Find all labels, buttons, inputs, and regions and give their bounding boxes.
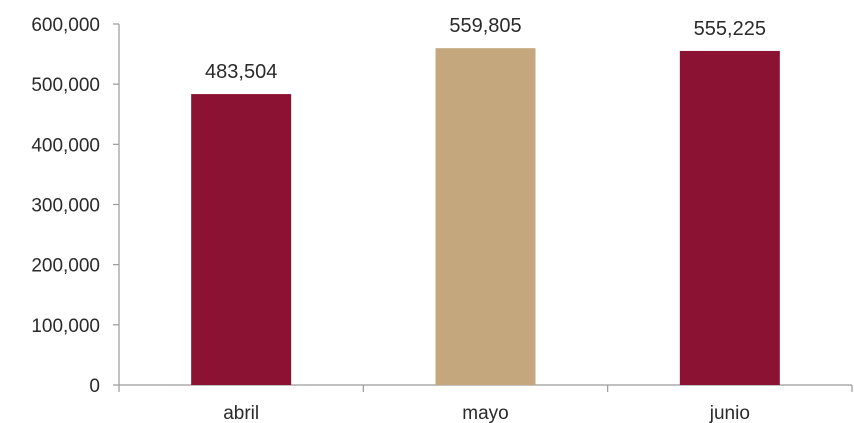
y-tick-label: 400,000 [31,135,100,156]
bar-abril [191,94,292,385]
y-tick-label: 0 [89,376,100,397]
bar-mayo [435,48,536,385]
y-tick-label: 300,000 [31,196,100,217]
data-label-junio: 555,225 [694,18,766,40]
x-axis: abril mayo junio [118,384,853,423]
y-tick-label: 200,000 [31,256,100,277]
bar-junio [679,50,780,385]
y-axis: 0 100,000 200,000 300,000 400,000 500,000 600,… [31,15,120,397]
bars [191,48,780,385]
data-labels: 483,504 559,805 555,225 [205,15,766,83]
data-label-abril: 483,504 [205,61,277,83]
data-label-mayo: 559,805 [449,15,521,37]
x-category-label-junio: junio [709,403,750,423]
y-tick-label: 600,000 [31,15,100,36]
y-tick-label: 100,000 [31,316,100,337]
x-category-label-abril: abril [223,403,259,423]
y-tick-label: 500,000 [31,75,100,96]
x-category-label-mayo: mayo [462,403,508,423]
